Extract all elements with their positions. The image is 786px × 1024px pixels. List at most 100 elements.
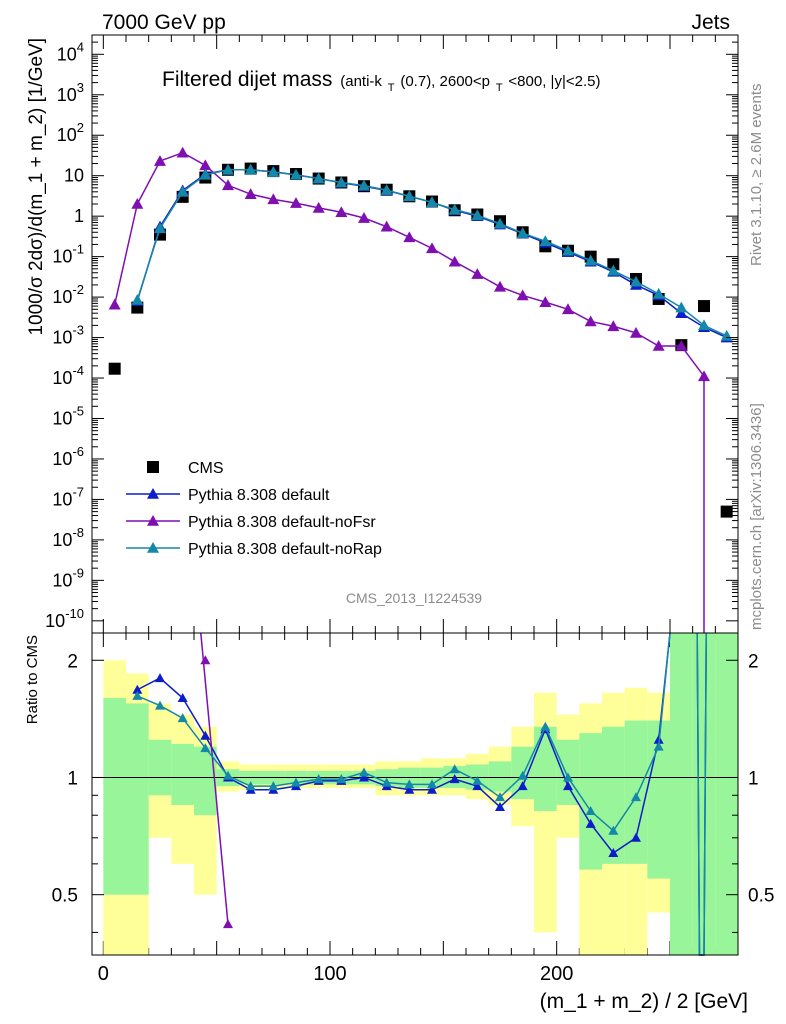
ratio-point [404, 779, 415, 789]
data-point [607, 258, 620, 271]
y-tick-label: 10-2 [52, 282, 84, 307]
title-sub-suffix: <800, |y|<2.5) [508, 73, 600, 90]
ratio-point [336, 774, 347, 784]
y-axis-label-ratio: Ratio to CMS [24, 635, 41, 724]
y-tick-label: 10-6 [52, 444, 84, 469]
title-sub-p-index: T [496, 82, 503, 94]
data-point [471, 268, 484, 279]
data-point [426, 196, 438, 208]
y-tick-label: 102 [57, 120, 84, 145]
data-point [584, 315, 597, 327]
data-point [380, 220, 393, 232]
ratio-line [200, 632, 229, 925]
ratio-point [291, 777, 301, 787]
title-sub-prefix: (anti-k [340, 73, 382, 90]
legend-label: Pythia 8.308 default-noRap [188, 541, 382, 558]
legend-label: Pythia 8.308 default-noFsr [188, 514, 376, 531]
data-point [267, 193, 280, 205]
data-point [494, 217, 506, 229]
ratio-point [223, 770, 233, 780]
data-point [154, 222, 166, 234]
data-point [267, 166, 280, 177]
data-point [630, 275, 642, 287]
data-point [358, 179, 370, 191]
data-point [562, 244, 574, 256]
ratio-series-1 [200, 632, 233, 929]
uncertainty-band-green [556, 739, 580, 805]
data-point [630, 326, 642, 338]
y-tick-label: 103 [57, 80, 84, 105]
ratio-point [517, 770, 528, 780]
ratio-point [132, 684, 143, 694]
ratio-point [472, 781, 483, 791]
y-tick-label: 10-7 [52, 484, 84, 509]
data-point [448, 255, 461, 267]
data-point [131, 293, 144, 305]
data-point [380, 184, 393, 195]
title-sub-k-index: T [388, 82, 395, 94]
uncertainty-band-green [103, 698, 126, 895]
uncertainty-band-green [670, 633, 693, 955]
ratio-point [449, 764, 460, 774]
data-point [675, 301, 688, 313]
data-point [652, 339, 665, 351]
data-point [698, 319, 710, 331]
ratio-point [608, 847, 619, 857]
data-point [176, 185, 189, 197]
data-point [516, 227, 529, 238]
legend-label: Pythia 8.308 default [188, 487, 330, 504]
data-point [154, 155, 166, 166]
side-label-top: Rivet 3.1.10, ≥ 2.6M events [748, 84, 765, 267]
main-panel: 10-1010-910-810-710-610-510-410-310-210-… [45, 34, 739, 985]
legend: CMS Pythia 8.308 default Pythia 8.308 defa… [126, 460, 382, 558]
ratio-point [585, 806, 596, 816]
data-point [290, 197, 302, 208]
ratio-point [540, 721, 551, 731]
data-point [698, 300, 710, 313]
data-point [108, 298, 121, 310]
ratio-point [268, 781, 279, 791]
data-point [471, 209, 484, 221]
y-tick-label: 10-10 [45, 606, 84, 631]
data-point [539, 235, 552, 247]
uncertainty-band-green [194, 746, 217, 816]
header-left: 7000 GeV pp [102, 11, 226, 34]
series-line [136, 169, 727, 339]
data-point [675, 307, 688, 319]
ratio-excursion [657, 632, 671, 747]
y-tick-label: 10-3 [52, 323, 84, 348]
header-right: Jets [691, 11, 730, 34]
data-point [698, 370, 710, 382]
ratio-y-tick-label: 1 [67, 768, 78, 789]
uncertainty-band-green [126, 703, 149, 895]
data-point [108, 362, 121, 375]
data-point [584, 254, 597, 266]
ratio-frame [91, 632, 739, 956]
data-point [448, 203, 461, 215]
ratio-point [563, 772, 573, 782]
ratio-point [449, 774, 460, 784]
x-tick-label: 100 [313, 963, 346, 985]
ratio-point [404, 784, 415, 794]
y-tick-label: 10-9 [52, 565, 84, 590]
data-point [290, 168, 302, 180]
data-point [335, 176, 348, 188]
ratio-point [585, 818, 596, 828]
y-axis-label-main: 1000/σ 2dσ)/d(m_1 + m_2) [1/GeV] [26, 38, 47, 336]
ratio-point [517, 781, 528, 791]
ratio-point [381, 777, 392, 787]
series-2 [108, 146, 710, 382]
data-point [312, 201, 325, 213]
data-point [403, 190, 416, 202]
y-tick-label: 10 [64, 166, 84, 186]
ratio-point [472, 775, 483, 785]
y-tick-label: 10-1 [52, 242, 84, 267]
ratio-point [563, 781, 573, 791]
data-point [607, 264, 620, 276]
y-tick-label: 10-4 [52, 363, 84, 388]
ratio-point [495, 801, 505, 811]
ratio-point [245, 781, 256, 791]
data-point [312, 172, 325, 184]
data-point [222, 163, 234, 175]
data-point [335, 206, 348, 218]
